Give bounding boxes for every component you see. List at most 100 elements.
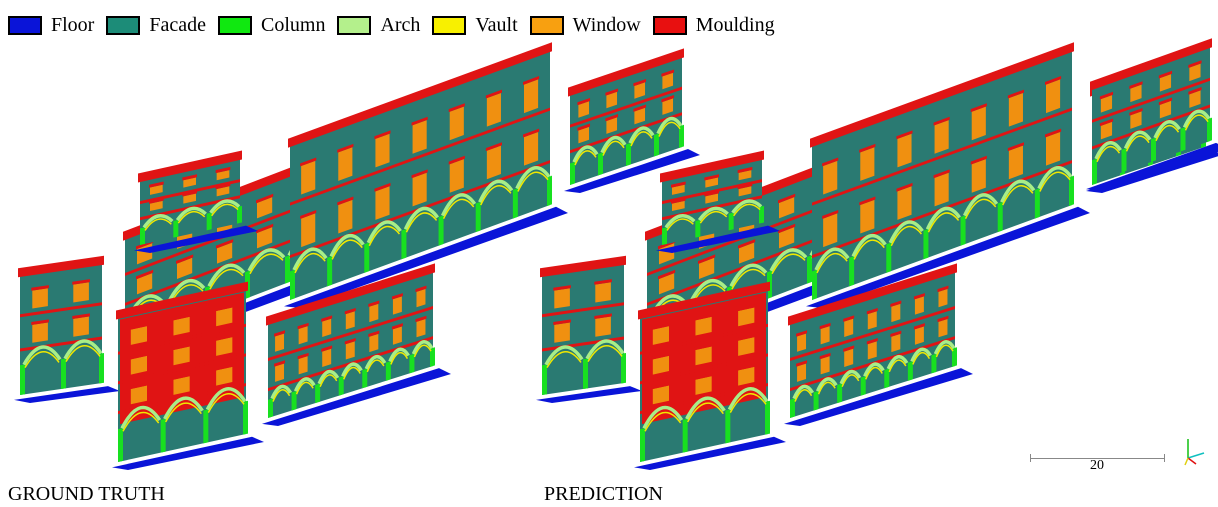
legend-item-column: Column [217, 12, 326, 38]
moulding-region [1188, 60, 1202, 68]
window-region [338, 199, 353, 234]
window-region [173, 316, 190, 336]
window-region [412, 172, 427, 207]
window-region [934, 172, 949, 207]
window-region [738, 186, 752, 197]
moulding-region [172, 313, 191, 321]
column-region [1034, 188, 1040, 219]
vault-region [733, 203, 761, 217]
arch-region [697, 206, 729, 222]
window-region [183, 177, 196, 188]
legend-swatch-moulding [652, 15, 687, 35]
moulding-region [374, 130, 391, 140]
column-region [960, 215, 966, 246]
ground-truth-panel [14, 42, 568, 470]
moulding-region [1007, 142, 1024, 152]
window-region [1046, 131, 1061, 166]
floor-region [536, 386, 642, 403]
legend-item-window: Window [529, 12, 641, 38]
window-region [345, 341, 355, 360]
moulding-region [662, 179, 762, 205]
moulding-region [651, 322, 671, 330]
window-region [177, 257, 193, 279]
column-region [327, 256, 333, 287]
window-region [934, 120, 949, 154]
moulding-region [1092, 104, 1210, 150]
window-region [672, 184, 685, 195]
floor-region [806, 206, 1090, 308]
window-region [449, 159, 464, 193]
moulding-region [859, 143, 876, 153]
vault-region [343, 366, 361, 380]
column-region [695, 219, 701, 238]
arch-region [1182, 109, 1211, 129]
column-region [1207, 117, 1212, 143]
moulding-region [368, 330, 380, 338]
vault-region [853, 239, 885, 260]
window-region [595, 316, 611, 337]
moulding-region [796, 330, 808, 337]
vault-region [574, 150, 597, 166]
window-region [860, 147, 875, 181]
arch-region [1000, 179, 1036, 203]
moulding-region [640, 353, 768, 385]
moulding-region [933, 169, 950, 179]
moulding-region [1099, 118, 1114, 127]
column-region [140, 227, 145, 245]
moulding-region [391, 323, 403, 330]
vault-region [272, 389, 291, 402]
moulding-region [116, 281, 248, 320]
column-region [315, 383, 321, 404]
arch-region [656, 116, 683, 135]
window-region [938, 288, 948, 308]
column-region [679, 124, 684, 149]
window-region [524, 79, 539, 114]
arch-region [851, 233, 887, 258]
window-region [662, 98, 674, 115]
moulding-region [660, 150, 764, 183]
window-region [1046, 79, 1061, 114]
window-region [695, 346, 712, 366]
vault-region [165, 402, 202, 423]
upper-building-0 [564, 48, 700, 193]
window-region [695, 316, 712, 336]
window-region [652, 385, 670, 405]
legend-label: Column [260, 14, 326, 36]
window-region [595, 282, 611, 303]
moulding-region [819, 322, 831, 330]
vault-region [295, 381, 314, 395]
legend-label: Facade [149, 14, 206, 36]
window-region [216, 366, 233, 386]
moulding-region [694, 313, 713, 321]
window-region [891, 303, 901, 323]
vault-region [177, 210, 206, 224]
legend-item-arch: Arch [337, 12, 420, 38]
window-region [73, 316, 89, 337]
arch-region [888, 220, 924, 244]
moulding-region [1188, 87, 1202, 95]
moulding-region [698, 254, 716, 264]
window-region [369, 303, 379, 323]
moulding-region [570, 86, 682, 128]
window-region [32, 288, 48, 309]
window-region [392, 296, 402, 315]
moulding-region [651, 382, 671, 390]
column-region [662, 227, 667, 245]
moulding-region [337, 143, 354, 153]
column-region [812, 269, 817, 300]
window-region [779, 227, 795, 249]
arch-region [317, 369, 340, 385]
window-region [699, 257, 715, 279]
moulding-region [266, 263, 435, 326]
moulding-region [411, 116, 428, 126]
window-region [823, 160, 838, 195]
column-region [475, 201, 481, 233]
moulding-region [129, 352, 149, 360]
column-region [952, 347, 957, 367]
axis-triad-icon [1184, 439, 1205, 466]
moulding-region [553, 319, 571, 325]
vault-region [546, 351, 582, 369]
column-region [430, 347, 435, 367]
window-region [914, 326, 924, 345]
column-region [598, 152, 603, 176]
